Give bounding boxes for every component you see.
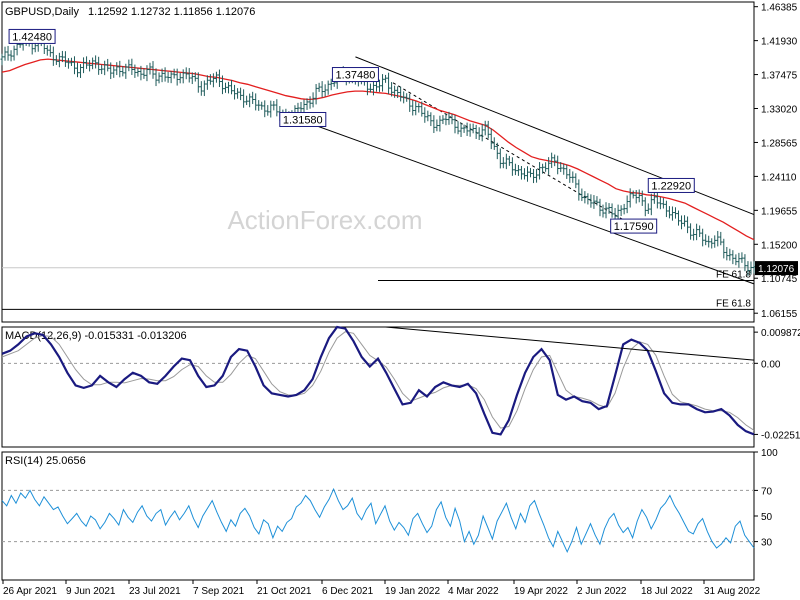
date-tick-label: 23 Jul 2021 <box>129 586 181 597</box>
price-y-tick-label: 1.10745 <box>761 274 798 285</box>
macd-y-axis: 0.009872 0.00 -0.022516 <box>754 328 800 441</box>
price-annotation-box <box>331 67 379 83</box>
rsi-y-axis: 100 70 50 30 <box>754 448 778 549</box>
channel-mid-line <box>392 82 634 227</box>
macd-y-tick-label: 0.009872 <box>761 328 800 339</box>
last-price-label: 1.12076 <box>758 264 795 275</box>
price-y-tick-label: 1.06155 <box>761 309 798 320</box>
date-tick-label: 2 Jun 2022 <box>577 586 627 597</box>
watermark: ActionForex.com <box>227 205 422 235</box>
price-y-tick-label: 1.37475 <box>761 71 798 82</box>
price-annotation-label: 1.22920 <box>651 180 691 192</box>
rsi-y-tick-label: 70 <box>761 486 773 497</box>
fe-level-label: FE 61.8 <box>716 269 751 280</box>
price-y-tick-label: 1.15200 <box>761 240 798 251</box>
moving-average-line <box>1 58 755 241</box>
price-annotation-box <box>647 177 695 193</box>
rsi-levels <box>2 489 754 543</box>
last-price-box <box>755 261 798 276</box>
macd-line <box>1 325 755 436</box>
macd-pane-frame <box>1 326 755 448</box>
symbol-title: GBPUSD,Daily <box>5 6 79 18</box>
date-tick-label: 19 Jan 2022 <box>385 586 440 597</box>
price-y-tick-label: 1.24110 <box>761 172 797 183</box>
fe-level-label: FE 61.8 <box>716 298 751 309</box>
date-axis: 26 Apr 2021 9 Jun 2021 23 Jul 2021 7 Sep 20… <box>2 580 761 597</box>
price-annotation-label: 1.31580 <box>283 114 323 126</box>
price-annotation-box <box>610 218 658 234</box>
price-annotation-label: 1.17590 <box>614 221 654 233</box>
macd-y-tick-label: 0.00 <box>761 359 781 370</box>
price-bars <box>0 30 756 276</box>
price-annotations: 1.42480 1.37480 1.31580 1.22920 1.17590 <box>8 28 695 234</box>
channel-lower-line <box>302 120 755 285</box>
price-annotation-label: 1.42480 <box>12 31 52 43</box>
rsi-line <box>1 487 755 554</box>
price-pane-frame <box>1 1 755 323</box>
date-tick-label: 26 Apr 2021 <box>3 586 57 597</box>
price-y-axis: 1.46385 1.41930 1.37475 1.33020 1.28565 1.241… <box>754 3 798 320</box>
macd-signal-line <box>1 331 755 431</box>
date-tick-label: 7 Sep 2021 <box>193 586 245 597</box>
price-annotation-box <box>8 28 56 44</box>
rsi-y-tick-label: 100 <box>761 448 778 459</box>
ohlc-readout: 1.12592 1.12732 1.11856 1.12076 <box>88 6 255 18</box>
last-price-tag: 1.12076 <box>755 261 798 276</box>
date-tick-label: 19 Apr 2022 <box>514 586 568 597</box>
price-annotation-label: 1.37480 <box>336 70 376 82</box>
rsi-pane: RSI(14) 25.0656 100 70 50 30 <box>1 448 778 581</box>
macd-trendline <box>385 326 755 361</box>
date-tick-label: 31 Aug 2022 <box>704 586 761 597</box>
price-y-tick-label: 1.41930 <box>761 37 798 48</box>
price-annotation-box <box>279 111 327 127</box>
date-tick-label: 6 Dec 2021 <box>322 586 374 597</box>
rsi-y-tick-label: 50 <box>761 512 773 523</box>
rsi-y-tick-label: 30 <box>761 538 773 549</box>
price-pane: GBPUSD,Daily 1.12592 1.12732 1.11856 1.1… <box>0 1 798 323</box>
date-tick-label: 9 Jun 2021 <box>66 586 116 597</box>
macd-pane: MACD(12,26,9) -0.015331 -0.013206 0.0098… <box>1 325 800 448</box>
price-y-tick-label: 1.28565 <box>761 138 798 149</box>
date-tick-label: 18 Jul 2022 <box>641 586 693 597</box>
macd-y-tick-label: -0.022516 <box>761 430 800 441</box>
price-y-tick-label: 1.33020 <box>761 105 798 116</box>
date-tick-label: 21 Oct 2021 <box>257 586 312 597</box>
price-y-tick-label: 1.19655 <box>761 206 798 217</box>
price-y-tick-label: 1.46385 <box>761 3 798 14</box>
date-tick-label: 4 Mar 2022 <box>448 586 499 597</box>
macd-title: MACD(12,26,9) -0.015331 -0.013206 <box>5 330 187 342</box>
rsi-title: RSI(14) 25.0656 <box>5 455 86 467</box>
fe-levels: FE 61.8 FE 61.8 <box>2 267 754 310</box>
